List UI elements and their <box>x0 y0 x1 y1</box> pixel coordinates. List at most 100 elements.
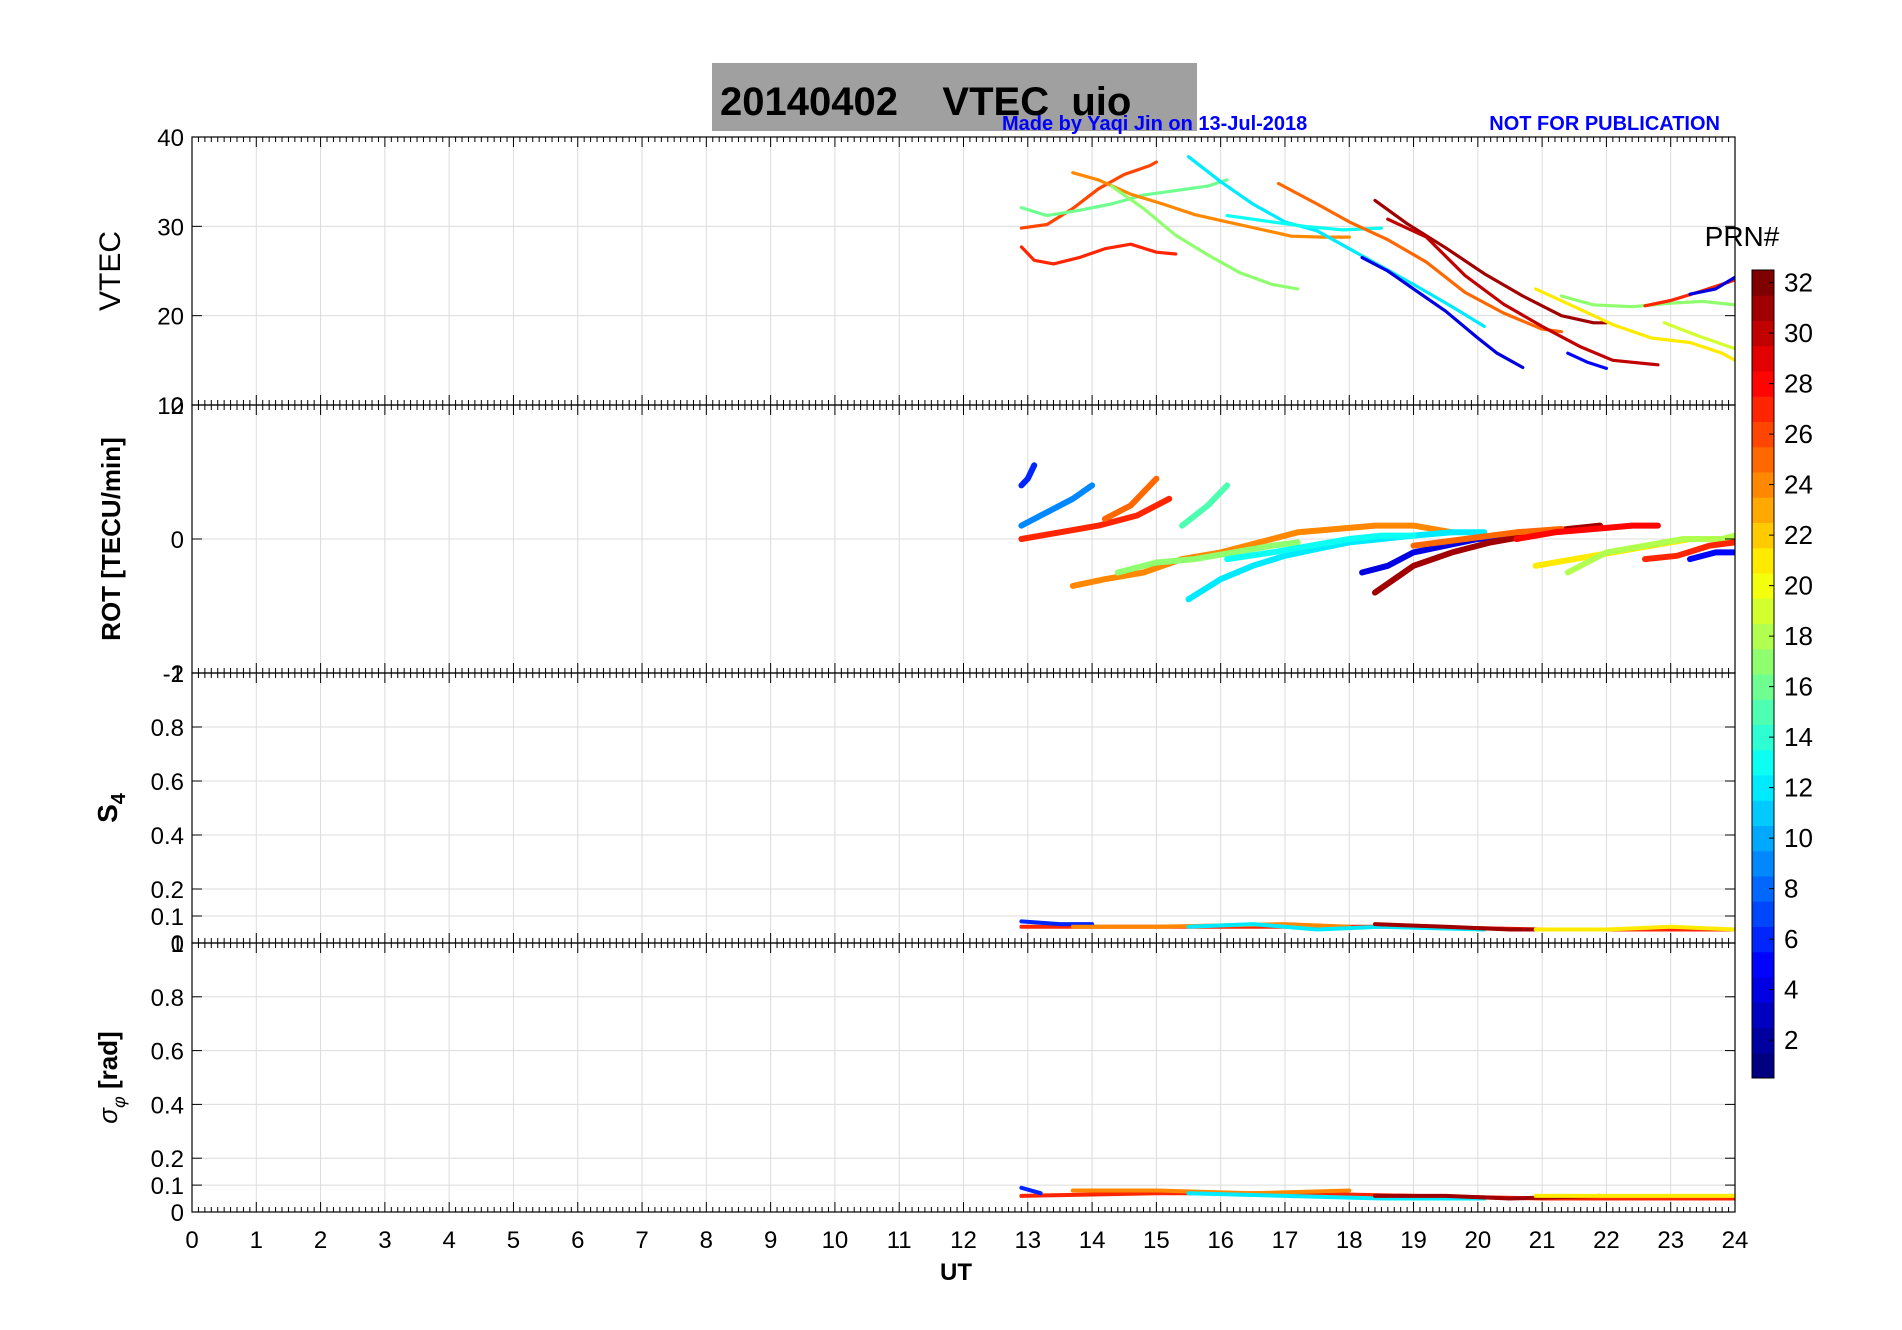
x-tick-label: 10 <box>822 1227 849 1254</box>
colorbar-segment <box>1752 674 1774 700</box>
colorbar-tick-label: 16 <box>1784 672 1813 702</box>
x-tick-label: 17 <box>1272 1227 1299 1254</box>
y-axis-label: ROT [TECU/min] <box>96 437 126 641</box>
publication-notice: NOT FOR PUBLICATION <box>1489 113 1720 135</box>
y-axis-label: S4 <box>92 792 130 823</box>
colorbar-segment <box>1752 547 1774 574</box>
x-tick-label: 4 <box>442 1227 455 1254</box>
colorbar-tick-label: 24 <box>1784 470 1813 500</box>
y-tick-label: 0.4 <box>151 823 184 850</box>
colorbar-segment <box>1752 876 1774 902</box>
panel-series <box>1018 462 1735 603</box>
panel-series <box>1019 919 1735 932</box>
y-tick-label: 0 <box>171 1200 184 1227</box>
y-axis-label-sub: 4 <box>108 792 130 804</box>
y-tick-label: 10 <box>157 393 184 420</box>
colorbar-segment <box>1752 573 1774 599</box>
panel-grid <box>191 136 1736 406</box>
panel-1: 10 20 30 40 VTEC <box>94 125 1736 420</box>
y-axis-label-phi: φ <box>109 1096 129 1108</box>
y-axis-label-main: S <box>92 804 123 823</box>
panel-series <box>1019 155 1735 370</box>
y-tick-label: 0.1 <box>151 1173 184 1200</box>
series-prn-6 <box>1019 1185 1043 1196</box>
colorbar-segment <box>1752 749 1774 776</box>
y-tick-label: 0 <box>171 931 184 958</box>
series-prn-25 <box>1276 181 1564 334</box>
x-tick-label: 20 <box>1464 1227 1491 1254</box>
x-tick-label: 0 <box>185 1227 198 1254</box>
x-tick-label: 16 <box>1207 1227 1234 1254</box>
series-prn-12 <box>1185 529 1488 603</box>
series-prn-12 <box>1186 155 1486 328</box>
panel-x-ticks <box>191 943 1736 1212</box>
panel-x-ticks <box>191 405 1736 673</box>
y-tick-label: 0.6 <box>151 769 184 796</box>
colorbar-segment <box>1752 598 1774 624</box>
x-tick-label: 23 <box>1657 1227 1684 1254</box>
colorbar-segment <box>1752 648 1774 675</box>
series-prn-12 <box>1186 1191 1487 1201</box>
colorbar-segment <box>1752 724 1774 751</box>
colorbar-tick-label: 22 <box>1784 520 1813 550</box>
figure-title: 20140402 VTEC uio <box>720 80 1131 124</box>
colorbar-segment <box>1752 825 1774 852</box>
series-prn-28 <box>1513 522 1661 542</box>
colorbar-segment <box>1752 901 1774 927</box>
series-prn-24 <box>1069 522 1456 589</box>
x-tick-label: 11 <box>887 1227 912 1254</box>
colorbar-tick-label: 26 <box>1784 419 1813 449</box>
colorbar-segment <box>1752 1027 1774 1054</box>
panel-x-ticks <box>191 673 1736 943</box>
series-prn-31 <box>1373 198 1609 325</box>
y-tick-label: 0.2 <box>151 1146 184 1173</box>
series-prn-17 <box>1114 539 1301 576</box>
colorbar-tick-label: 20 <box>1784 571 1813 601</box>
colorbar-segment <box>1752 396 1774 422</box>
colorbar-segment <box>1752 926 1774 953</box>
y-tick-label: 1 <box>171 931 184 958</box>
colorbar-segment <box>1752 1052 1774 1079</box>
x-tick-label: 24 <box>1722 1227 1749 1254</box>
panel-2: -2 0 2 ROT [TECU/min] <box>96 393 1736 688</box>
y-tick-label: 40 <box>157 125 184 152</box>
colorbar-segment <box>1752 800 1774 826</box>
colorbar-segment <box>1752 522 1774 549</box>
series-prn-12 <box>1186 922 1487 932</box>
colorbar-segment <box>1752 775 1774 801</box>
colorbar-segment <box>1752 850 1774 877</box>
colorbar-segment <box>1752 345 1774 372</box>
x-tick-label: 9 <box>764 1227 777 1254</box>
colorbar-segment <box>1752 446 1774 473</box>
y-tick-label: 20 <box>157 304 184 331</box>
y-axis-label-unit: [rad] <box>93 1031 123 1096</box>
x-tick-label: 8 <box>700 1227 713 1254</box>
title-box <box>712 63 1197 131</box>
x-tick-label: 14 <box>1079 1227 1106 1254</box>
y-tick-label: 0.4 <box>151 1092 184 1119</box>
series-prn-13 <box>1225 214 1384 232</box>
colorbar-tick-label: 6 <box>1784 924 1798 954</box>
y-tick-label: 0 <box>171 527 184 554</box>
colorbar-tick-label: 28 <box>1784 369 1813 399</box>
colorbar-segment <box>1752 977 1774 1003</box>
series-prn-18 <box>1564 532 1735 576</box>
colorbar-segment <box>1752 623 1774 650</box>
y-tick-label: -2 <box>163 661 184 688</box>
series-prn-25 <box>1410 526 1565 549</box>
series-prn-6 <box>1018 462 1038 489</box>
x-tick-label: 15 <box>1143 1227 1170 1254</box>
series-prn-27 <box>1642 539 1735 563</box>
y-axis-label-sigma: σ <box>93 1107 123 1124</box>
colorbar-segment <box>1752 951 1774 978</box>
y-tick-label: 1 <box>171 661 184 688</box>
x-tick-label: 5 <box>507 1227 520 1254</box>
series-prn-6 <box>1019 919 1095 927</box>
colorbar-segment <box>1752 421 1774 448</box>
y-axis-label: σφ [rad] <box>93 1031 129 1123</box>
x-tick-label: 18 <box>1336 1227 1363 1254</box>
